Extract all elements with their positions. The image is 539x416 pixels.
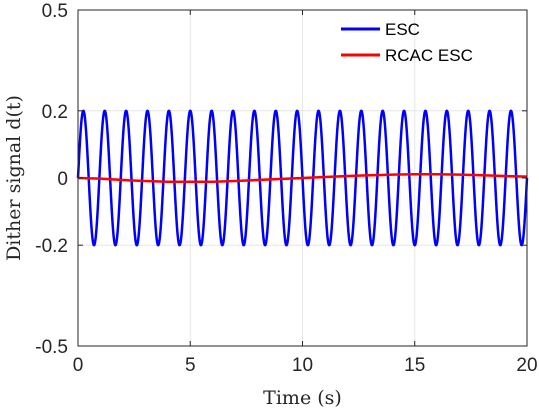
series-layer (76, 109, 529, 247)
y-tick-label: 0.2 (42, 102, 68, 123)
tick-layer: 0 5 10 15 20 -0.5 -0.2 0 0.2 0.5 (35, 1, 537, 376)
y-tick-label: -0.2 (35, 236, 68, 257)
x-tick-label: 0 (73, 355, 84, 376)
x-tick-label: 20 (516, 355, 537, 376)
x-tick-label: 15 (404, 355, 425, 376)
series-line-rcac-esc (77, 173, 528, 183)
y-tick-label: 0.5 (42, 1, 68, 22)
y-tick-label: -0.5 (35, 337, 68, 358)
y-axis-label: Dither signal d(t) (3, 95, 25, 261)
legend-label-rcac-esc: RCAC ESC (385, 46, 473, 65)
x-tick-label: 10 (292, 355, 313, 376)
x-axis-label: Time (s) (263, 387, 342, 409)
x-tick-label: 5 (185, 355, 196, 376)
y-tick-label: 0 (57, 169, 68, 190)
legend-label-esc: ESC (385, 20, 420, 39)
legend: ESC RCAC ESC (341, 20, 473, 65)
